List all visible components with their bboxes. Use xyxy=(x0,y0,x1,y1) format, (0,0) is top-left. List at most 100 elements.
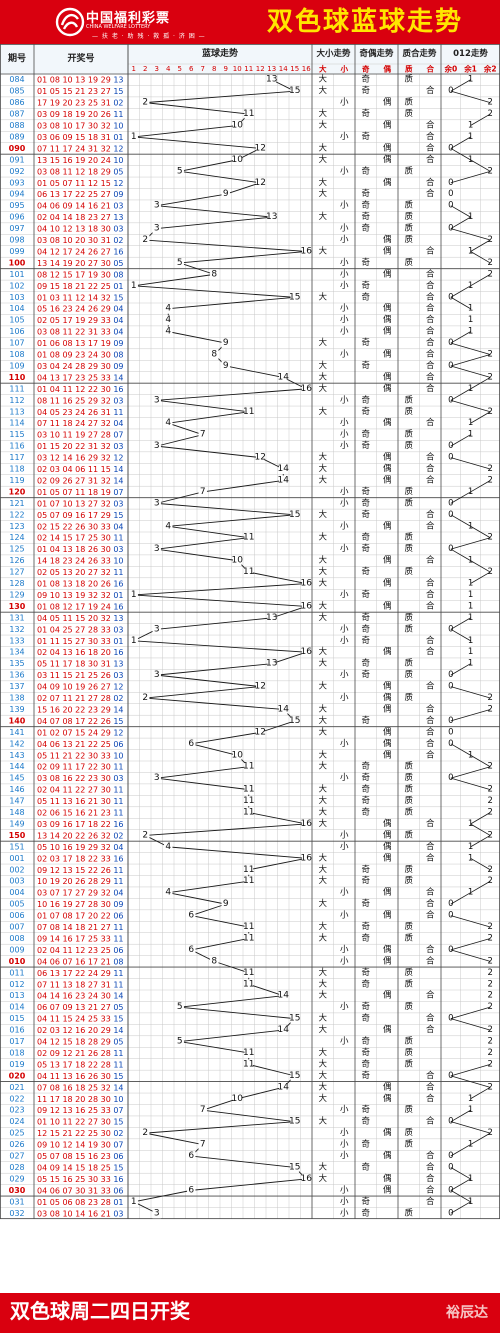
issue-number: 145 xyxy=(9,774,24,783)
trend-segment xyxy=(168,422,203,436)
mod3-trend-mark: 2 xyxy=(488,991,493,1001)
parity-trend-mark: 偶 xyxy=(383,97,392,108)
issue-number: 088 xyxy=(9,121,24,130)
parity-trend-mark: 偶 xyxy=(383,578,392,589)
blue-ball: 15 xyxy=(113,1071,123,1080)
red-balls: 02 03 04 06 11 15 xyxy=(37,465,113,474)
mod3-trend-segment xyxy=(470,880,491,894)
draw-numbers: 01 15 20 22 31 32 03 xyxy=(37,442,124,451)
prime-trend-mark: 合 xyxy=(426,738,435,749)
mod3-trend-mark: 1 xyxy=(468,750,473,760)
blue-ball: 02 xyxy=(113,236,123,245)
table-row: 090 07 11 17 24 31 32 12 xyxy=(9,144,124,153)
trend-point-bg xyxy=(302,246,311,257)
size-trend-mark: 大 xyxy=(318,383,327,394)
mod3-trend-mark: 1 xyxy=(468,521,473,531)
trend-point-bg xyxy=(210,269,219,280)
size-trend-mark: 大 xyxy=(318,1116,327,1127)
table-row: 103 01 03 11 12 14 32 15 xyxy=(9,293,123,302)
mod3-trend-mark: 0 xyxy=(448,498,453,508)
red-balls: 04 06 07 16 17 21 xyxy=(37,957,113,966)
draw-numbers: 04 10 12 13 18 30 03 xyxy=(37,224,124,233)
size-trend-mark: 小 xyxy=(340,280,349,291)
table-row: 117 03 12 14 16 29 32 12 xyxy=(9,453,123,462)
draw-numbers: 04 06 13 21 22 25 06 xyxy=(37,739,124,748)
prime-trend-mark: 质 xyxy=(404,864,413,875)
issue-number: 125 xyxy=(9,545,24,554)
blue-ball: 11 xyxy=(113,865,123,874)
blue-ball: 06 xyxy=(113,1152,123,1161)
trend-segment xyxy=(202,1098,238,1111)
prime-trend-mark: 质 xyxy=(404,807,413,818)
parity-trend-mark: 奇 xyxy=(361,543,370,554)
red-balls: 03 04 24 28 29 30 xyxy=(37,361,113,370)
issue-number: 022 xyxy=(9,1094,24,1103)
blue-ball: 03 xyxy=(113,774,123,783)
chart-background xyxy=(0,44,500,1219)
blue-ball: 16 xyxy=(113,579,123,588)
trend-segment xyxy=(202,1109,295,1123)
table-row: 129 09 10 13 19 32 32 01 xyxy=(9,590,123,599)
red-balls: 17 19 20 23 25 31 xyxy=(37,98,113,107)
blue-ball: 07 xyxy=(113,487,123,496)
parity-trend-mark: 偶 xyxy=(383,829,392,840)
red-balls: 09 10 13 19 32 32 xyxy=(37,590,113,599)
mod3-trend-mark: 0 xyxy=(448,143,453,153)
blue-ball: 13 xyxy=(113,613,123,622)
table-row: 137 04 09 10 19 26 27 12 xyxy=(9,682,123,691)
mod3-trend-mark: 2 xyxy=(488,933,493,943)
prime-trend-mark: 合 xyxy=(426,1173,435,1184)
size-trend-mark: 小 xyxy=(340,429,349,440)
red-balls: 04 09 10 19 26 27 xyxy=(37,682,113,691)
size-trend-mark: 小 xyxy=(340,394,349,405)
issue-number: 116 xyxy=(9,442,24,451)
trend-point: 5 xyxy=(177,1002,183,1012)
prime-trend-mark: 质 xyxy=(404,532,413,543)
trend-point: 3 xyxy=(154,224,160,234)
parity-trend-mark: 偶 xyxy=(383,841,392,852)
trend-segment xyxy=(133,285,295,298)
draw-numbers: 05 11 17 18 30 31 13 xyxy=(37,659,124,668)
table-row: 006 01 07 08 17 20 22 06 xyxy=(9,911,123,920)
red-balls: 03 08 10 20 30 31 xyxy=(37,236,113,245)
blue-ball: 01 xyxy=(113,132,123,141)
header-ball-number: 13 xyxy=(267,65,276,73)
blue-ball: 15 xyxy=(113,87,123,96)
issue-number: 130 xyxy=(9,602,26,611)
trend-segment xyxy=(168,411,249,424)
trend-segment xyxy=(156,548,238,562)
prime-trend-mark: 合 xyxy=(426,154,435,165)
mod3-trend-mark: 1 xyxy=(468,842,473,852)
table-row: 104 05 16 23 24 26 29 04 xyxy=(9,304,123,313)
mod3-trend-segment xyxy=(450,388,471,401)
table-row: 100 13 14 19 20 27 30 05 xyxy=(9,258,124,267)
parity-trend-mark: 偶 xyxy=(383,120,392,131)
table-row: 087 03 09 18 19 20 26 11 xyxy=(9,110,123,119)
size-trend-mark: 大 xyxy=(318,726,327,737)
issue-number: 019 xyxy=(9,1060,24,1069)
parity-trend-mark: 奇 xyxy=(361,715,370,726)
table-row: 086 17 19 20 23 25 31 02 xyxy=(9,98,123,107)
draw-numbers: 01 06 08 13 17 19 09 xyxy=(37,339,124,348)
trend-point-bg xyxy=(152,670,161,681)
trend-segment xyxy=(168,880,249,894)
size-trend-mark: 大 xyxy=(318,646,327,657)
header-ball-number: 15 xyxy=(290,65,299,73)
red-balls: 01 08 12 17 19 24 xyxy=(37,602,113,611)
mod3-trend-segment xyxy=(470,239,491,252)
prime-trend-mark: 合 xyxy=(426,1013,435,1024)
issue-number: 095 xyxy=(9,201,24,210)
draw-numbers: 05 11 21 22 30 33 10 xyxy=(37,751,124,760)
red-balls: 01 04 25 27 28 33 xyxy=(37,625,113,634)
trend-point-bg xyxy=(221,899,230,910)
parity-trend-mark: 偶 xyxy=(383,154,392,165)
red-balls: 07 11 18 24 27 32 xyxy=(37,419,113,428)
issue-number: 139 xyxy=(9,705,24,714)
trend-segment xyxy=(156,777,249,791)
blue-ball: 15 xyxy=(113,716,123,725)
mod3-trend-segment xyxy=(450,777,491,791)
table-row: 142 04 06 13 21 22 25 06 xyxy=(9,739,123,748)
mod3-trend-mark: 0 xyxy=(448,178,453,188)
draw-numbers: 03 04 24 28 29 30 09 xyxy=(37,361,124,370)
blue-ball: 12 xyxy=(113,178,123,187)
